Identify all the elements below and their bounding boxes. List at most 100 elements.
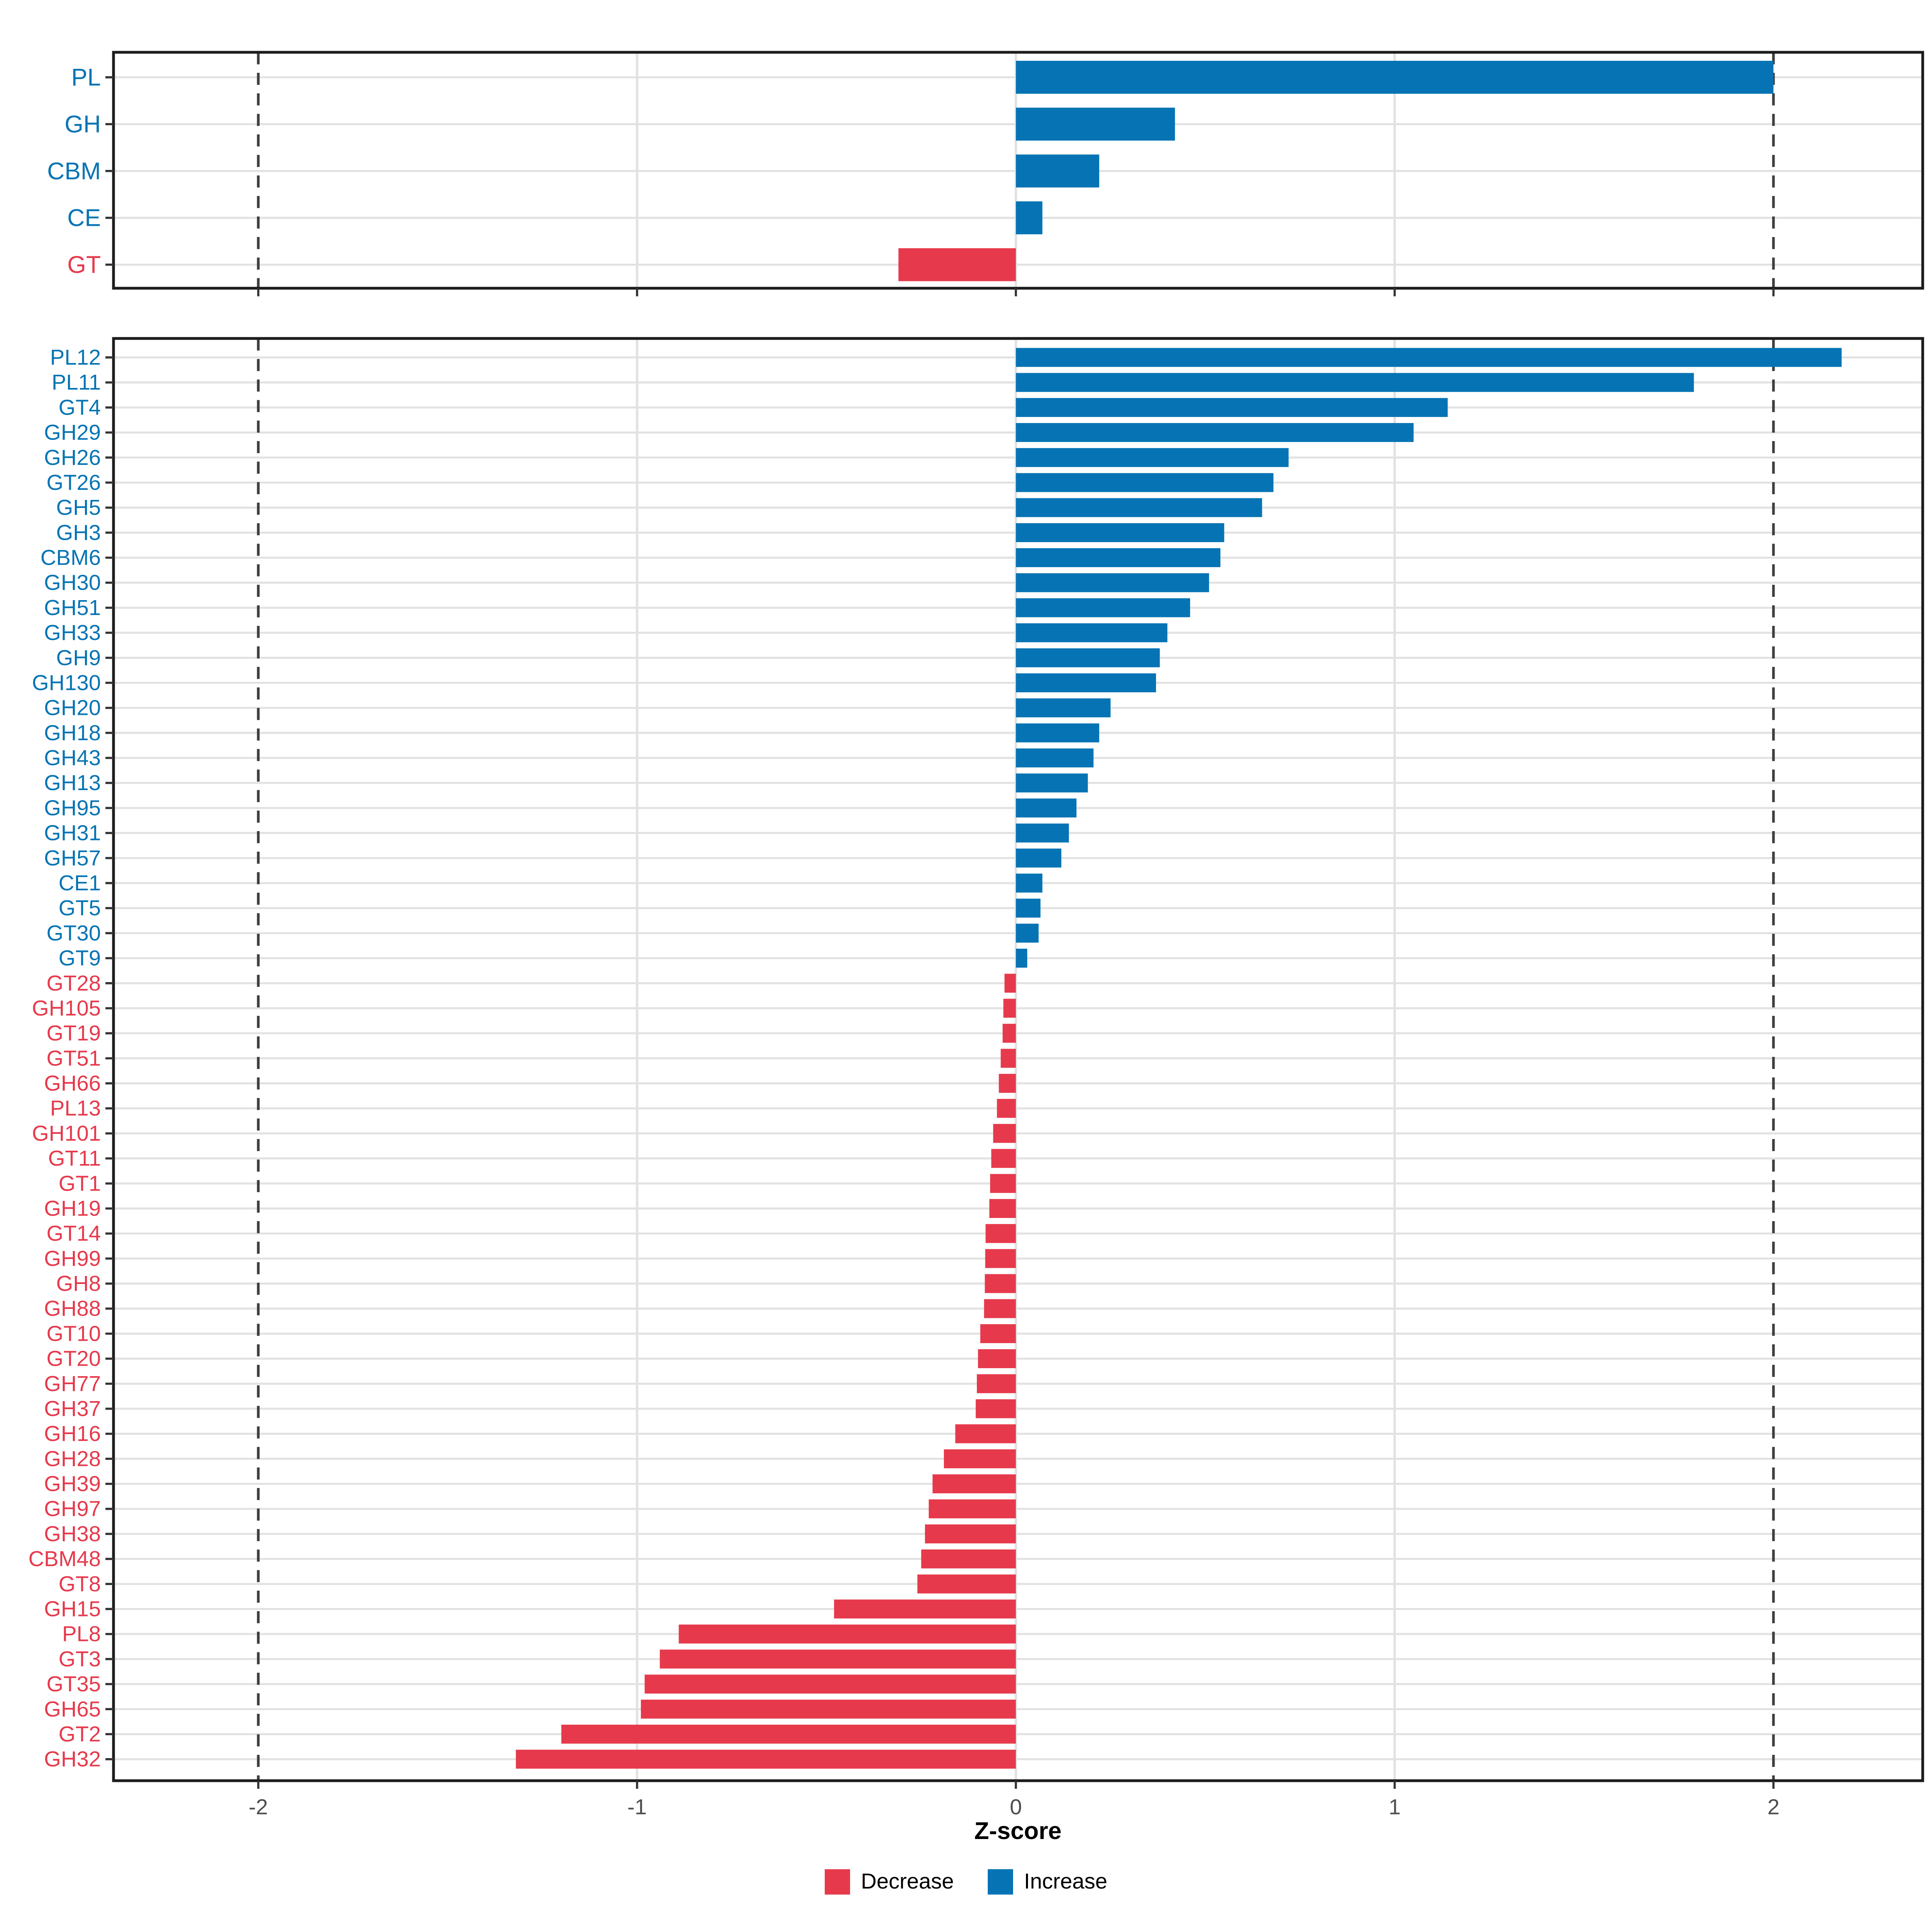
row-label-CBM6: CBM6 (40, 546, 101, 570)
row-label-GH15: GH15 (44, 1597, 101, 1621)
bar-GT20 (978, 1349, 1016, 1368)
bar-GH105 (1003, 999, 1016, 1018)
bar-GT28 (1004, 974, 1016, 993)
bar-GT4 (1016, 398, 1448, 417)
bar-GH65 (641, 1699, 1016, 1719)
x-tick-label--2: -2 (249, 1795, 268, 1819)
row-label-GH65: GH65 (44, 1697, 101, 1721)
row-label-GH66: GH66 (44, 1071, 101, 1096)
row-label-PL13: PL13 (50, 1096, 101, 1121)
row-label-GT8: GT8 (58, 1572, 101, 1596)
row-label-GH16: GH16 (44, 1422, 101, 1446)
row-label-GT28: GT28 (46, 971, 101, 995)
row-label-GH18: GH18 (44, 721, 101, 745)
row-label-GH8: GH8 (56, 1271, 101, 1296)
legend-item-decrease: Decrease (824, 1869, 954, 1895)
bar-GH28 (944, 1449, 1016, 1468)
bar-GH13 (1016, 773, 1088, 793)
row-label-GT5: GT5 (58, 896, 101, 920)
bar-GH16 (955, 1424, 1016, 1443)
row-label-GH95: GH95 (44, 796, 101, 820)
row-label-GT4: GT4 (58, 395, 101, 419)
bar-GT2 (561, 1724, 1016, 1744)
row-label-GT11: GT11 (48, 1146, 101, 1170)
bar-CE1 (1016, 873, 1042, 893)
row-label-GT26: GT26 (46, 471, 101, 495)
row-label-GT1: GT1 (58, 1171, 101, 1195)
row-label-GH29: GH29 (44, 421, 101, 445)
row-label-CE: CE (67, 204, 101, 231)
row-label-GH9: GH9 (56, 646, 101, 670)
bar-GH77 (976, 1374, 1016, 1393)
legend-label-decrease: Decrease (861, 1869, 954, 1893)
row-label-CBM48: CBM48 (28, 1547, 101, 1571)
row-label-GH43: GH43 (44, 746, 101, 770)
row-label-GH5: GH5 (56, 495, 101, 520)
bar-GT5 (1016, 898, 1041, 918)
bar-GT8 (917, 1574, 1016, 1593)
bar-CE (1016, 201, 1042, 235)
row-label-GH57: GH57 (44, 846, 101, 870)
row-label-GH88: GH88 (44, 1296, 101, 1321)
row-label-GH97: GH97 (44, 1497, 101, 1521)
bar-GH57 (1016, 848, 1061, 868)
bar-CBM48 (921, 1549, 1016, 1569)
decrease-color-swatch (824, 1869, 850, 1895)
bar-GH9 (1016, 648, 1160, 667)
bar-GH130 (1016, 673, 1156, 693)
bar-GH8 (985, 1274, 1016, 1293)
bar-PL13 (997, 1099, 1016, 1118)
row-label-GH77: GH77 (44, 1372, 101, 1396)
bar-PL (1016, 61, 1774, 94)
row-label-PL11: PL11 (52, 370, 101, 394)
bar-GH19 (989, 1199, 1016, 1218)
bar-GH20 (1016, 698, 1111, 718)
bar-GT14 (985, 1224, 1016, 1243)
row-label-GH105: GH105 (32, 996, 101, 1020)
bar-GT3 (660, 1649, 1016, 1669)
row-label-GT20: GT20 (46, 1347, 101, 1371)
x-tick-label-0: 0 (1010, 1795, 1022, 1819)
row-label-GH130: GH130 (32, 671, 101, 695)
bar-GH32 (516, 1750, 1016, 1769)
row-label-GT19: GT19 (46, 1021, 101, 1045)
bar-GH39 (932, 1474, 1016, 1494)
bar-GT (898, 248, 1016, 281)
bar-GH97 (929, 1499, 1016, 1519)
row-label-CE1: CE1 (58, 871, 101, 895)
row-label-GT51: GT51 (46, 1046, 101, 1070)
panel-border-bottom (112, 337, 1924, 1782)
x-axis-title: Z-score (974, 1818, 1062, 1845)
bar-GH5 (1016, 498, 1262, 517)
row-label-GH39: GH39 (44, 1472, 101, 1496)
legend-label-increase: Increase (1024, 1869, 1108, 1893)
bar-GH18 (1016, 723, 1099, 743)
bar-GH51 (1016, 598, 1190, 617)
legend-item-increase: Increase (988, 1869, 1107, 1895)
bar-GH95 (1016, 798, 1077, 817)
row-label-GH32: GH32 (44, 1747, 101, 1771)
bar-CBM6 (1016, 548, 1221, 568)
row-label-GT3: GT3 (58, 1647, 101, 1671)
row-label-GH37: GH37 (44, 1397, 101, 1421)
row-label-GH13: GH13 (44, 771, 101, 795)
bar-GH66 (999, 1073, 1016, 1093)
row-label-GH3: GH3 (56, 520, 101, 545)
legend: Decrease Increase (0, 1869, 1932, 1895)
bar-GH3 (1016, 523, 1224, 542)
bar-GH38 (925, 1524, 1016, 1544)
bar-GH43 (1016, 748, 1094, 768)
row-label-GH20: GH20 (44, 696, 101, 720)
bar-GH88 (984, 1299, 1016, 1318)
row-label-GH28: GH28 (44, 1447, 101, 1471)
row-label-GH26: GH26 (44, 446, 101, 470)
x-tick-label-2: 2 (1767, 1795, 1779, 1819)
bar-PL8 (679, 1624, 1016, 1644)
bar-GH26 (1016, 448, 1289, 467)
bar-PL11 (1016, 373, 1694, 392)
bar-GT30 (1016, 923, 1039, 943)
bar-GH30 (1016, 573, 1209, 592)
bar-GT1 (990, 1174, 1016, 1193)
